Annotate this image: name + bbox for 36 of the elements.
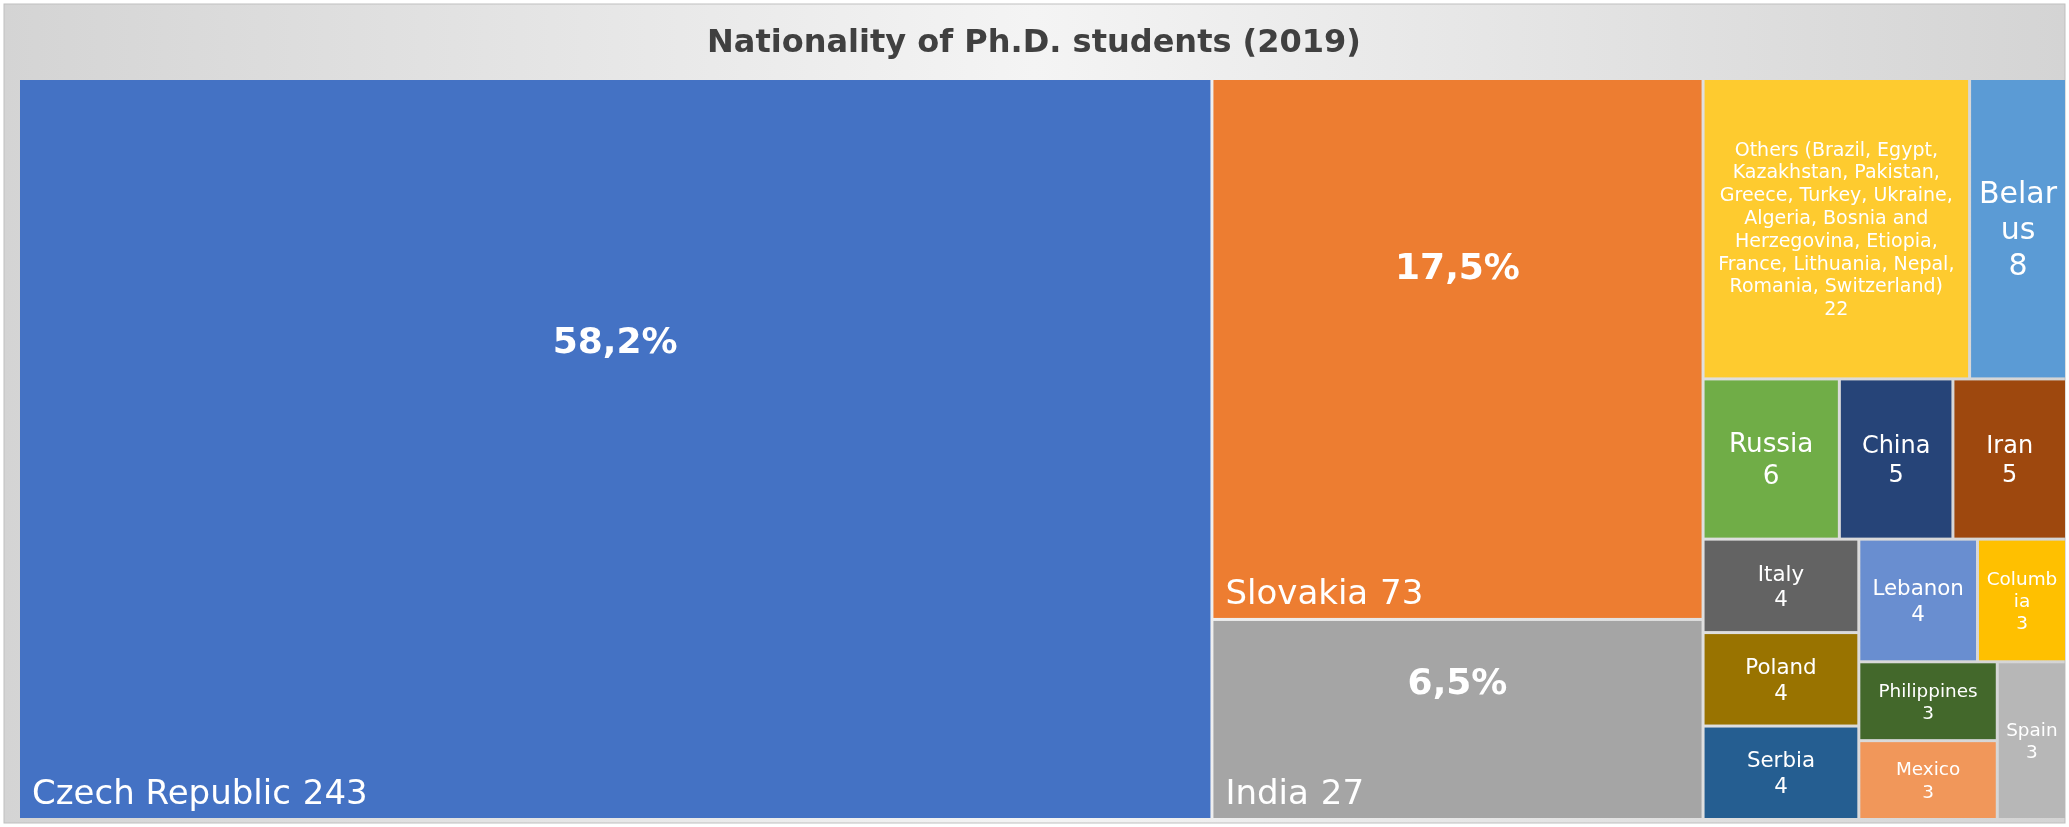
category-label: Slovakia bbox=[1225, 571, 1369, 612]
category-label: Mexico bbox=[1895, 758, 1961, 780]
category-label: Italy bbox=[1757, 560, 1805, 586]
data-label: 3 bbox=[1922, 780, 1934, 802]
category-label: Poland bbox=[1745, 653, 1817, 679]
category-label: Czech Republic bbox=[32, 772, 291, 812]
data-label: 243 bbox=[302, 772, 368, 812]
data-label: 8 bbox=[2008, 247, 2028, 283]
data-label: 5 bbox=[1888, 459, 1904, 488]
category-label: Russia bbox=[1728, 428, 1814, 459]
data-label: 6 bbox=[1762, 460, 1780, 491]
data-label: 27 bbox=[1320, 772, 1365, 812]
category-label: Iran bbox=[1986, 431, 2034, 460]
text: 58,2% bbox=[552, 320, 678, 362]
category-label: Others (Brazil, Egypt, Kazakhstan, Pakistan, Greece, Turkey, Ukraine, Algeria, Bosnia and Herzegovina, Etiopia, France, Lithuania, Nepal, Romania, Switzerland) bbox=[1718, 137, 1955, 297]
data-label: 3 bbox=[2026, 741, 2038, 763]
text: 17,5% bbox=[1395, 246, 1520, 288]
category-label: Lebanon bbox=[1872, 575, 1964, 601]
data-label: 3 bbox=[2016, 612, 2028, 634]
data-label: 4 bbox=[1774, 679, 1788, 705]
category-label: India bbox=[1225, 772, 1309, 812]
data-label: 73 bbox=[1380, 571, 1424, 612]
category-label: Philippines bbox=[1878, 679, 1978, 701]
category-label: China bbox=[1861, 431, 1931, 460]
category-label: Belarus bbox=[1979, 175, 2058, 247]
category-label: Spain bbox=[2006, 719, 2058, 741]
data-label: 3 bbox=[1922, 701, 1934, 723]
category-label: Columbia bbox=[1986, 567, 2058, 611]
category-label: Serbia bbox=[1746, 747, 1815, 773]
text: 6,5% bbox=[1407, 660, 1508, 702]
data-label: 4 bbox=[1774, 586, 1788, 612]
data-label: 4 bbox=[1911, 600, 1925, 626]
data-label: 4 bbox=[1774, 773, 1788, 799]
text: Nationality of Ph.D. students (2019) bbox=[707, 22, 1361, 60]
data-label: 5 bbox=[2002, 459, 2018, 488]
data-label: 22 bbox=[1824, 297, 1849, 320]
